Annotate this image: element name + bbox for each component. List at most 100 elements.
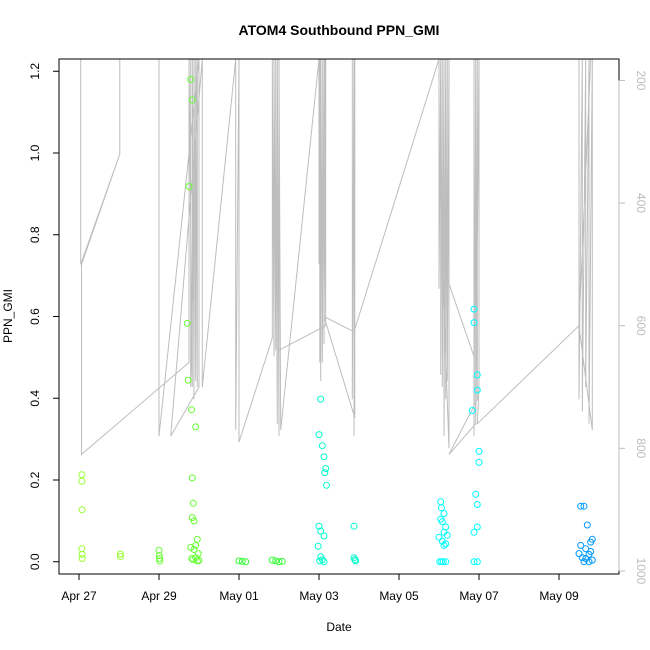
data-point: [187, 543, 195, 551]
y2-tick-label: 1000: [634, 558, 648, 585]
data-point: [268, 556, 276, 564]
x-tick-label: May 09: [539, 589, 579, 603]
x-tick-label: May 03: [299, 589, 339, 603]
x-axis-label: Date: [326, 620, 352, 634]
data-point: [322, 465, 330, 472]
data-point: [188, 514, 196, 522]
y-axis: 0.0 0.2 0.4 0.6 0.8 1.0 1.2: [28, 63, 60, 570]
data-point: [475, 458, 483, 466]
data-point: [351, 556, 359, 564]
data-point: [435, 533, 443, 541]
data-point: [78, 550, 86, 558]
y-tick-label: 0.2: [28, 471, 42, 488]
data-point: [272, 557, 280, 565]
data-point: [473, 523, 481, 531]
data-point: [185, 183, 193, 190]
y2-tick-label: 800: [634, 438, 648, 458]
y-tick-label: 0.8: [28, 226, 42, 243]
data-point: [188, 96, 196, 104]
data-point: [580, 558, 588, 566]
data-point: [117, 552, 124, 560]
data-point: [242, 558, 250, 566]
y-axis-label: PPN_GMI: [1, 289, 15, 343]
data-point: [473, 501, 481, 508]
data-point: [588, 556, 596, 564]
profile-line: [80, 58, 593, 456]
x-tick-label: May 07: [459, 589, 499, 603]
data-point: [473, 386, 481, 394]
data-point: [320, 453, 328, 461]
y2-axis: 200 400 600 800 1000: [618, 70, 648, 585]
data-point: [439, 558, 447, 566]
data-point: [470, 319, 478, 327]
data-point: [473, 558, 481, 566]
data-point: [437, 498, 445, 506]
x-tick-label: May 01: [219, 589, 259, 603]
data-point: [317, 395, 325, 403]
data-point: [78, 545, 86, 553]
data-point: [442, 558, 450, 566]
data-point: [438, 518, 446, 526]
data-point: [314, 542, 322, 550]
data-point: [187, 75, 195, 83]
data-point: [583, 521, 591, 529]
data-point: [192, 423, 200, 431]
data-point: [78, 477, 86, 485]
x-tick-label: May 05: [379, 589, 419, 603]
data-point: [321, 469, 329, 477]
y-tick-label: 1.0: [28, 144, 42, 161]
data-point: [238, 557, 246, 565]
data-point: [318, 442, 326, 450]
y-tick-label: 0.4: [28, 390, 42, 407]
data-point: [470, 528, 478, 536]
y2-tick-label: 400: [634, 193, 648, 213]
data-point: [317, 527, 325, 535]
data-point: [116, 550, 124, 558]
data-point: [438, 504, 445, 512]
y-tick-label: 0.6: [28, 308, 42, 325]
data-point: [442, 540, 450, 548]
data-point: [470, 558, 478, 566]
chart-title: ATOM4 Southbound PPN_GMI: [239, 22, 440, 38]
data-point: [235, 557, 243, 565]
y-tick-label: 0.0: [28, 553, 42, 570]
plot-frame: [58, 58, 620, 575]
data-point: [587, 538, 595, 546]
data-point: [577, 502, 585, 510]
data-point: [188, 474, 196, 482]
data-point: [473, 371, 481, 379]
x-axis: Apr 27 Apr 29 May 01 May 03 May 05 May 07 May …: [61, 573, 579, 603]
data-point: [440, 541, 448, 549]
data-point: [275, 558, 283, 566]
data-point: [575, 550, 583, 558]
y2-tick-label: 600: [634, 316, 648, 336]
data-point: [78, 471, 86, 479]
data-point: [155, 552, 163, 560]
data-point: [468, 407, 476, 414]
data-point: [155, 546, 163, 554]
data-point: [350, 522, 358, 530]
data-point: [320, 558, 328, 566]
data-point: [323, 481, 330, 489]
data-points-layer: [78, 75, 596, 566]
data-point: [156, 557, 164, 565]
data-point: [78, 555, 86, 562]
data-point: [193, 535, 201, 543]
data-point: [278, 557, 286, 565]
data-point: [156, 555, 164, 562]
data-point: [189, 499, 197, 507]
data-point: [577, 541, 585, 549]
data-point: [184, 376, 192, 384]
data-point: [443, 531, 451, 539]
data-point: [580, 502, 588, 510]
x-tick-label: Apr 27: [61, 589, 97, 603]
data-point: [315, 522, 323, 530]
x-tick-label: Apr 29: [141, 589, 177, 603]
data-point: [183, 319, 191, 327]
y2-tick-label: 200: [634, 70, 648, 90]
data-point: [352, 557, 360, 565]
data-point: [190, 517, 198, 525]
data-point: [315, 431, 323, 439]
data-point: [440, 510, 448, 517]
